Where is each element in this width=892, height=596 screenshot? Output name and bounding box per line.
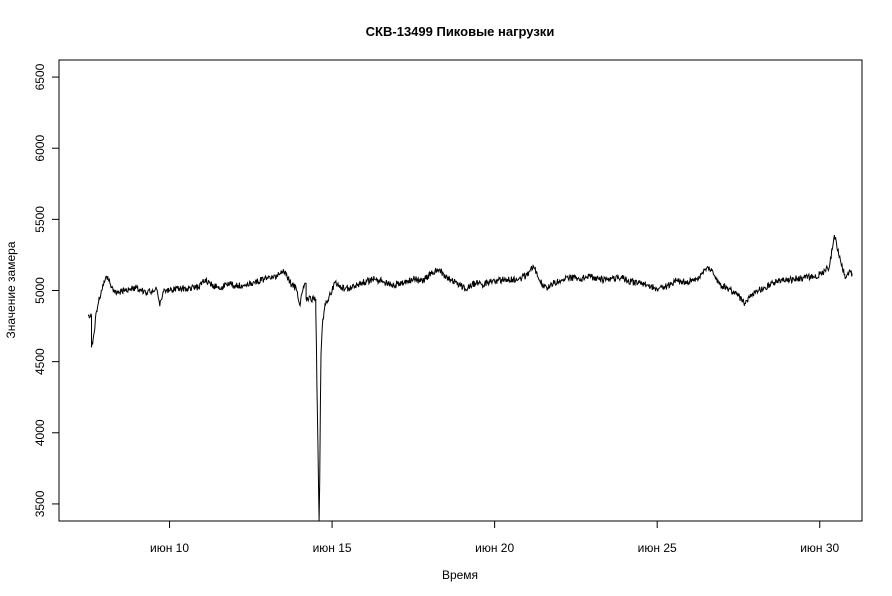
y-axis: 3500 4000 4500 5000 5500 6000 6500 xyxy=(33,63,59,517)
x-axis: июн 10 июн 15 июн 20 июн 25 июн 30 xyxy=(150,521,840,555)
series-layer xyxy=(87,234,853,521)
y-tick-label: 4000 xyxy=(33,419,47,446)
x-axis-title: Время xyxy=(442,568,478,582)
series-line-0 xyxy=(87,234,853,521)
x-tick-label: июн 25 xyxy=(638,541,677,555)
x-tick-label: июн 30 xyxy=(800,541,839,555)
y-tick-label: 6500 xyxy=(33,63,47,90)
chart-title: СКВ-13499 Пиковые нагрузки xyxy=(366,24,555,39)
x-tick-label: июн 10 xyxy=(150,541,189,555)
y-tick-label: 4500 xyxy=(33,348,47,375)
y-tick-label: 6000 xyxy=(33,135,47,162)
y-tick-label: 5500 xyxy=(33,206,47,233)
y-tick-label: 3500 xyxy=(33,490,47,517)
y-axis-title: Значение замера xyxy=(4,241,18,338)
x-tick-label: июн 15 xyxy=(313,541,352,555)
x-tick-label: июн 20 xyxy=(475,541,514,555)
y-tick-label: 5000 xyxy=(33,277,47,304)
